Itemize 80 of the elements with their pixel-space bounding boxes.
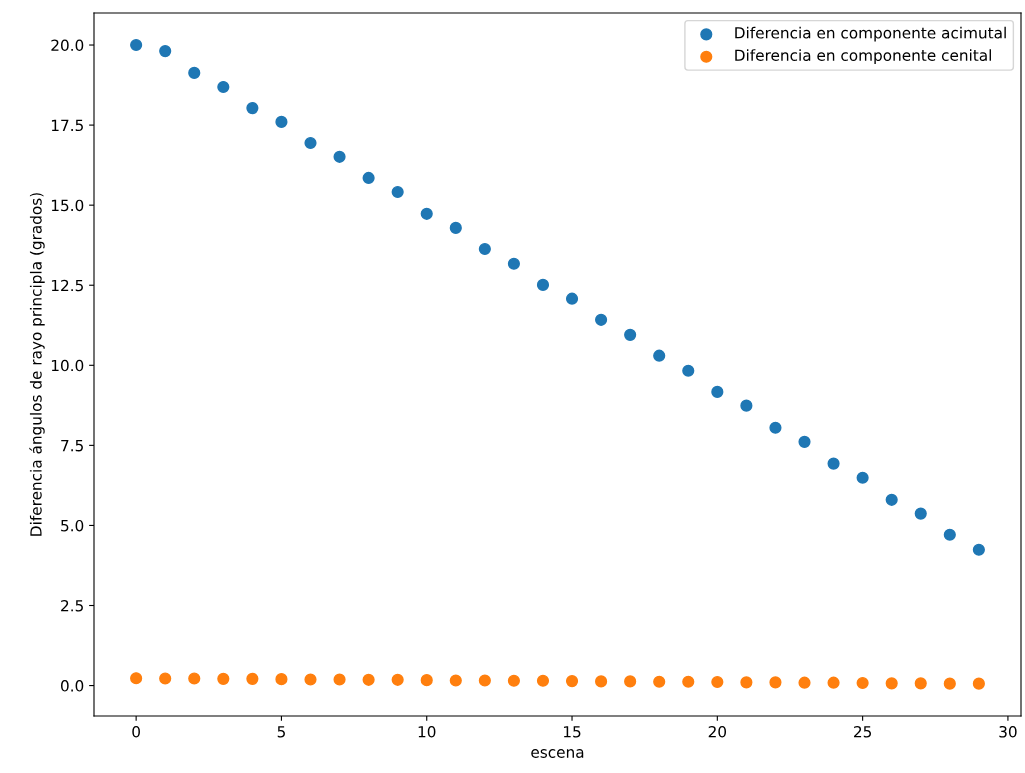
point [595, 313, 608, 326]
y-tick-label: 17.5 [51, 119, 83, 132]
point [885, 677, 898, 690]
y-axis-title: Diferencia ángulos de rayo principla (grados) [29, 193, 45, 536]
point [159, 45, 172, 58]
point [536, 674, 550, 687]
point [217, 80, 230, 94]
y-tick-label: 10.0 [51, 359, 84, 372]
point [333, 673, 346, 686]
point [188, 66, 201, 79]
point [304, 136, 317, 150]
point [478, 674, 491, 687]
point [565, 675, 579, 688]
point [827, 676, 840, 689]
point [391, 673, 404, 686]
point [478, 242, 491, 256]
point [507, 257, 520, 270]
point [565, 292, 579, 305]
point [653, 349, 666, 362]
point [246, 102, 259, 115]
legend-label: Diferencia en componente acimutal [735, 26, 1006, 42]
point [188, 672, 201, 685]
point [159, 672, 172, 685]
point [914, 507, 927, 520]
point [130, 672, 143, 685]
point [943, 677, 956, 690]
x-tick-label: 5 [277, 726, 285, 738]
x-tick-label: 30 [999, 725, 1017, 738]
point [856, 676, 869, 690]
point [624, 328, 637, 341]
point [653, 675, 666, 688]
point [275, 673, 288, 686]
point [740, 676, 753, 689]
point [624, 675, 637, 688]
y-tick-label: 12.5 [51, 279, 83, 292]
point [769, 676, 782, 689]
point [536, 278, 550, 291]
point [595, 675, 608, 688]
point [711, 675, 724, 689]
point [798, 676, 811, 689]
point [711, 385, 724, 398]
point [217, 672, 230, 685]
y-tick-label: 0.0 [60, 680, 84, 692]
point [420, 674, 433, 687]
point [304, 673, 317, 686]
point [449, 221, 462, 234]
point [682, 364, 695, 377]
point [740, 399, 753, 412]
x-axis-title: escena [531, 749, 584, 758]
point [362, 673, 375, 686]
point [507, 674, 520, 687]
point [798, 435, 811, 448]
point [246, 672, 259, 685]
x-tick-label: 15 [563, 726, 581, 738]
point [682, 675, 695, 688]
point [275, 115, 288, 128]
point [972, 543, 985, 556]
x-tick-label: 0 [132, 725, 140, 738]
point [449, 674, 462, 687]
x-tick-label: 25 [854, 725, 872, 738]
x-tick-label: 20 [708, 725, 727, 738]
point [333, 150, 346, 163]
y-tick-label: 20.0 [51, 39, 84, 52]
point [420, 207, 433, 220]
point [130, 38, 143, 52]
y-tick-label: 7.5 [61, 440, 83, 452]
y-tick-label: 15.0 [51, 199, 84, 212]
point [827, 457, 840, 470]
point [362, 171, 375, 185]
legend-label: Diferencia en componente cenital [735, 49, 991, 64]
x-tick-label: 10 [418, 725, 436, 738]
point [391, 185, 404, 199]
y-tick-label: 2.5 [61, 599, 83, 612]
point [885, 493, 898, 506]
point [972, 677, 985, 690]
y-tick-label: 5.0 [61, 519, 84, 532]
point [856, 471, 869, 484]
point [943, 528, 956, 541]
point [769, 421, 782, 434]
point [914, 677, 927, 690]
